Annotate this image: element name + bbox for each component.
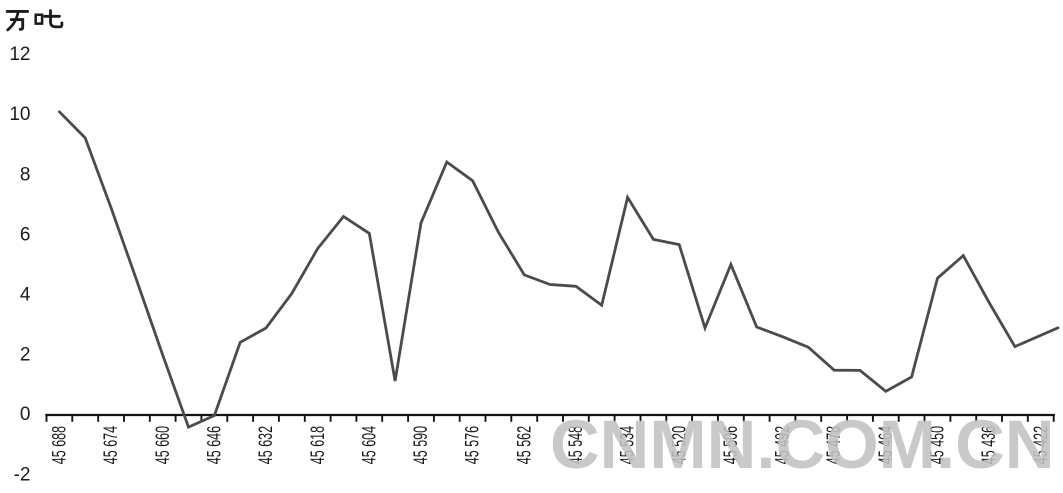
svg-text:45 506: 45 506 [721, 426, 742, 464]
svg-text:6: 6 [20, 224, 31, 245]
svg-text:45 520: 45 520 [669, 426, 690, 464]
svg-text:45 604: 45 604 [359, 426, 380, 465]
svg-text:45 450: 45 450 [928, 426, 949, 464]
svg-text:8: 8 [20, 164, 31, 185]
svg-text:10: 10 [9, 104, 30, 125]
svg-text:12: 12 [9, 44, 30, 65]
svg-text:4: 4 [20, 285, 31, 306]
svg-text:2: 2 [20, 345, 31, 366]
svg-text:45 590: 45 590 [411, 426, 432, 464]
svg-text:45 576: 45 576 [463, 426, 484, 464]
svg-text:45 548: 45 548 [566, 426, 587, 464]
svg-text:45 436: 45 436 [979, 426, 1000, 464]
svg-text:45 674: 45 674 [101, 426, 122, 465]
svg-text:CNMN.COM.CN: CNMN.COM.CN [550, 406, 1054, 483]
svg-text:45 492: 45 492 [773, 426, 794, 464]
svg-text:45 422: 45 422 [1031, 426, 1052, 464]
svg-text:45 660: 45 660 [153, 426, 174, 464]
svg-text:45 618: 45 618 [308, 426, 329, 464]
svg-text:45 534: 45 534 [618, 426, 639, 465]
svg-text:45 688: 45 688 [50, 426, 71, 464]
svg-text:45 632: 45 632 [256, 426, 277, 464]
svg-text:45 646: 45 646 [204, 426, 225, 464]
svg-text:0: 0 [20, 404, 31, 425]
svg-text:45 562: 45 562 [514, 426, 535, 464]
svg-text:-2: -2 [14, 465, 31, 486]
svg-text:45 464: 45 464 [876, 426, 897, 465]
svg-text:45 478: 45 478 [824, 426, 845, 464]
